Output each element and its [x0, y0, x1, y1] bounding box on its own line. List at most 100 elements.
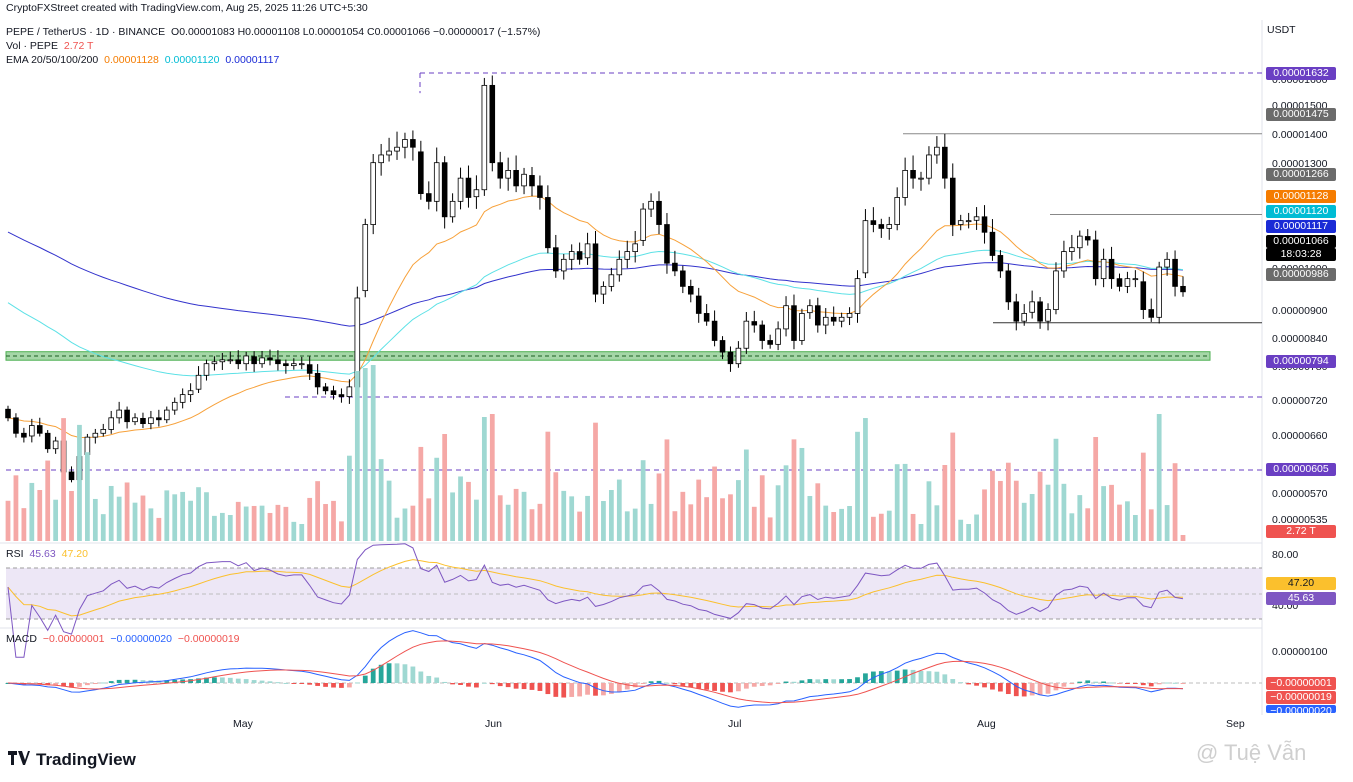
volume-bar — [1109, 484, 1114, 541]
candle-body — [719, 340, 726, 353]
volume-bar — [172, 494, 178, 541]
volume-bar — [156, 517, 162, 541]
volume-bar — [37, 490, 43, 541]
candle-body — [521, 173, 527, 187]
macd-histogram-bar — [878, 671, 884, 683]
volume-bar — [339, 521, 344, 541]
macd-histogram-bar — [966, 683, 972, 685]
volume-bar — [775, 485, 781, 541]
macd-histogram-bar — [823, 679, 829, 683]
symbol-legend[interactable]: PEPE / TetherUS · 1D · BINANCE O0.000010… — [6, 26, 540, 38]
symbol-name: PEPE / TetherUS · 1D · BINANCE — [6, 26, 166, 38]
macd-legend[interactable]: MACD −0.00000001 −0.00000020 −0.00000019 — [6, 633, 240, 645]
macd-histogram-bar — [235, 678, 241, 683]
macd-histogram-bar — [1029, 683, 1035, 696]
volume-bar — [275, 504, 281, 541]
volume-bar — [212, 515, 217, 541]
volume-bar — [1148, 509, 1154, 541]
candle-body — [410, 139, 416, 148]
macd-histogram-bar — [799, 680, 805, 683]
price-tick-label: 0.00000535 — [1272, 514, 1328, 526]
candle-body — [52, 440, 59, 450]
volume-bar — [1013, 480, 1019, 541]
candle-body — [418, 151, 424, 195]
candle-body — [902, 170, 908, 198]
macd-histogram-bar — [1045, 683, 1051, 694]
macd-histogram-bar — [863, 673, 868, 683]
macd-histogram-bar — [513, 683, 519, 689]
volume-bar — [1061, 483, 1067, 541]
macd-histogram-bar — [751, 683, 757, 687]
volume-bar — [870, 516, 876, 541]
macd-histogram-bar — [450, 683, 455, 685]
ema-legend[interactable]: EMA 20/50/100/200 0.00001128 0.00001120 … — [6, 54, 279, 66]
candle-body — [449, 200, 456, 218]
volume-bar — [1037, 471, 1043, 541]
volume-bar — [164, 490, 170, 541]
macd-histogram-bar — [92, 683, 98, 684]
price-tag: 0.00001120 — [1266, 205, 1336, 218]
volume-legend[interactable]: Vol · PEPE 2.72 T — [6, 40, 93, 52]
volume-bar — [513, 488, 519, 541]
volume-bar — [235, 501, 241, 541]
candle-body — [1045, 309, 1051, 322]
macd-histogram-bar — [116, 679, 122, 683]
candle-body — [910, 170, 916, 179]
macd-histogram-bar — [672, 683, 678, 685]
macd-tag: −0.00000020 — [1266, 705, 1336, 717]
volume-bar — [1053, 438, 1059, 541]
currency-label[interactable]: USDT — [1267, 24, 1296, 36]
volume-bar — [537, 503, 543, 541]
candle-body — [171, 401, 178, 411]
candle-body — [473, 189, 480, 198]
time-tick-label: Jun — [485, 718, 502, 730]
macd-histogram-bar — [100, 682, 106, 684]
candle-body — [965, 220, 972, 223]
candle-body — [505, 170, 511, 179]
candle-body — [92, 432, 99, 438]
volume-bar — [394, 517, 400, 541]
macd-histogram-bar — [1005, 683, 1011, 695]
macd-histogram-bar — [362, 675, 368, 683]
volume-bar — [855, 431, 860, 541]
macd-histogram-bar — [942, 674, 948, 683]
volume-bar — [1045, 484, 1051, 541]
tradingview-logo[interactable]: TradingView — [8, 750, 136, 770]
volume-bar — [799, 447, 805, 541]
volume-bar — [307, 497, 313, 541]
rsi-line — [7, 543, 1184, 658]
candle-body — [1061, 251, 1067, 272]
candle-body — [822, 316, 829, 326]
macd-histogram-bar — [347, 683, 352, 688]
volume-bar — [863, 418, 868, 541]
price-tick-label: 0.00000720 — [1272, 395, 1328, 407]
macd-histogram-bar — [275, 682, 281, 684]
time-tick-label: May — [233, 718, 253, 730]
macd-hist-value: −0.00000001 — [42, 633, 105, 645]
time-tick-label: Aug — [977, 718, 996, 730]
volume-bar — [783, 465, 789, 541]
candle-body — [211, 361, 218, 365]
rsi-legend[interactable]: RSI 45.63 47.20 — [6, 548, 88, 560]
volume-label: Vol · PEPE — [6, 40, 58, 52]
macd-histogram-bar — [1037, 683, 1043, 696]
macd-histogram-bar — [1132, 683, 1138, 684]
volume-bar — [61, 418, 66, 541]
candle-body — [854, 278, 861, 314]
volume-bar — [1125, 501, 1130, 541]
macd-tag: −0.00000001 — [1266, 677, 1336, 690]
macd-histogram-bar — [124, 679, 130, 683]
volume-bar — [839, 508, 844, 541]
candle-body — [1100, 258, 1107, 280]
macd-histogram-bar — [45, 683, 51, 686]
candle-body — [481, 84, 488, 191]
candle-body — [1124, 278, 1131, 287]
macd-histogram-bar — [1156, 683, 1162, 685]
candle-body — [608, 274, 615, 287]
candle-body — [1140, 281, 1147, 310]
volume-bar — [283, 506, 289, 541]
macd-histogram-bar — [481, 682, 487, 684]
volume-bar — [942, 465, 948, 541]
candle-body — [195, 374, 202, 390]
